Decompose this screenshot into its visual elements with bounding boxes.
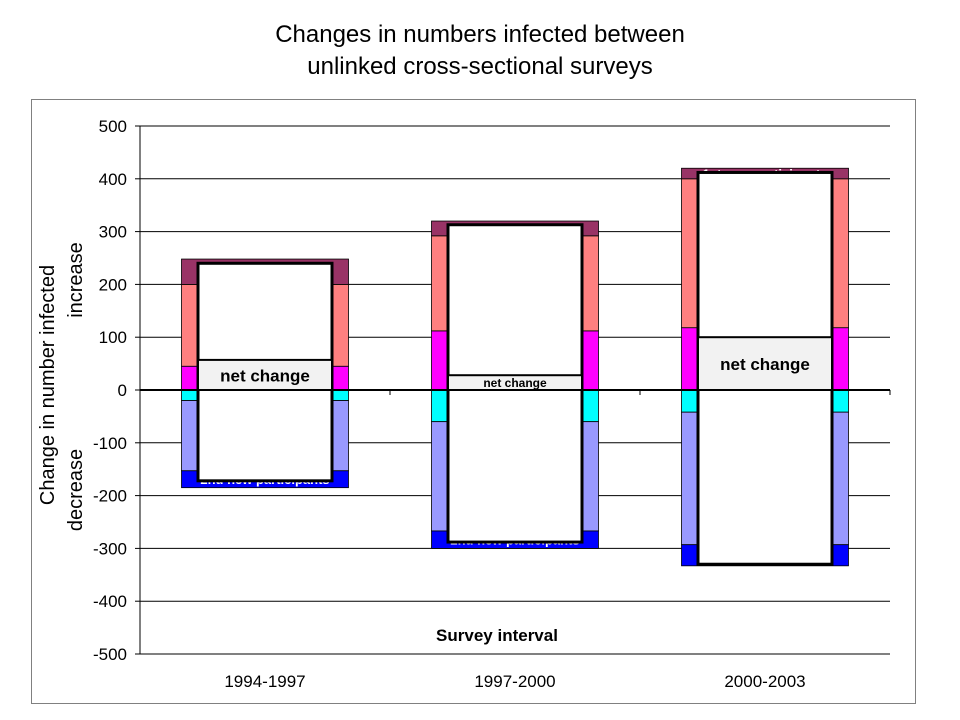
y-tick-label: 400 [99, 170, 127, 189]
y-tick-label: -100 [93, 434, 127, 453]
net-change-box [197, 358, 333, 391]
x-tick-label: 1997-2000 [474, 672, 555, 691]
net-change-box [697, 336, 833, 392]
y-tick-label: 200 [99, 275, 127, 294]
x-tick-label: 1994-1997 [224, 672, 305, 691]
x-tick-label: 2000-2003 [724, 672, 805, 691]
chart-title-line1: Changes in numbers infected between [275, 21, 685, 48]
chart-title-line2: unlinked cross-sectional surveys [307, 53, 653, 80]
bar-group: 1st new participantsInfections & migrati… [181, 258, 349, 489]
y-axis-increase-label: increase [65, 242, 87, 318]
net-change-label: net change [720, 355, 810, 374]
y-tick-label: -300 [93, 539, 127, 558]
y-tick-label: 100 [99, 328, 127, 347]
bar-group: 1st new participantsInfections & migrati… [431, 220, 599, 549]
y-axis-decrease-label: decrease [65, 449, 87, 531]
x-axis-label: Survey interval [436, 626, 558, 645]
y-axis-label: Change in number infected [37, 265, 59, 505]
net-change-label: net change [483, 376, 547, 390]
y-tick-label: -500 [93, 645, 127, 664]
y-tick-label: 0 [118, 381, 127, 400]
net-change-label: net change [220, 366, 310, 385]
y-tick-label: 500 [99, 117, 127, 136]
bar-group: 1st new participantsInfections & migrati… [681, 167, 849, 567]
plot-frame [31, 99, 916, 704]
y-tick-label: -200 [93, 487, 127, 506]
y-tick-label: 300 [99, 223, 127, 242]
y-tick-label: -400 [93, 592, 127, 611]
